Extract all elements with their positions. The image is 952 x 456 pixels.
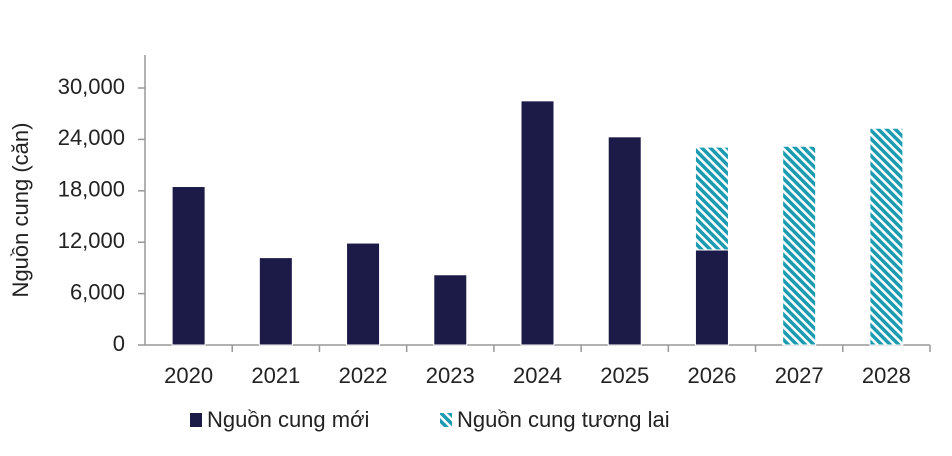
x-tick-label: 2028 <box>862 363 911 388</box>
y-tick-label: 18,000 <box>58 177 125 202</box>
x-tick-label: 2025 <box>600 363 649 388</box>
bar <box>607 136 642 346</box>
bar <box>694 146 729 251</box>
y-tick-label: 6,000 <box>70 279 125 304</box>
x-tick-label: 2027 <box>775 363 824 388</box>
y-tick-label: 24,000 <box>58 125 125 150</box>
bar <box>258 257 293 346</box>
legend-label: Nguồn cung tương lai <box>457 407 670 432</box>
bar <box>520 100 555 346</box>
y-tick-label: 30,000 <box>58 74 125 99</box>
bar <box>346 242 381 346</box>
legend-swatch <box>190 413 202 427</box>
y-axis-label: Nguồn cung (căn) <box>8 123 33 298</box>
x-tick-label: 2020 <box>164 363 213 388</box>
bar <box>782 145 817 346</box>
bar <box>433 274 468 346</box>
x-tick-label: 2023 <box>426 363 475 388</box>
x-tick-label: 2024 <box>513 363 562 388</box>
y-tick-label: 0 <box>113 331 125 356</box>
bar <box>694 249 729 346</box>
x-tick-label: 2022 <box>339 363 388 388</box>
bar <box>171 186 206 346</box>
x-tick-label: 2026 <box>687 363 736 388</box>
bar <box>869 127 904 346</box>
legend-swatch <box>440 413 452 427</box>
y-tick-label: 12,000 <box>58 228 125 253</box>
legend-label: Nguồn cung mới <box>207 407 369 432</box>
x-tick-label: 2021 <box>251 363 300 388</box>
